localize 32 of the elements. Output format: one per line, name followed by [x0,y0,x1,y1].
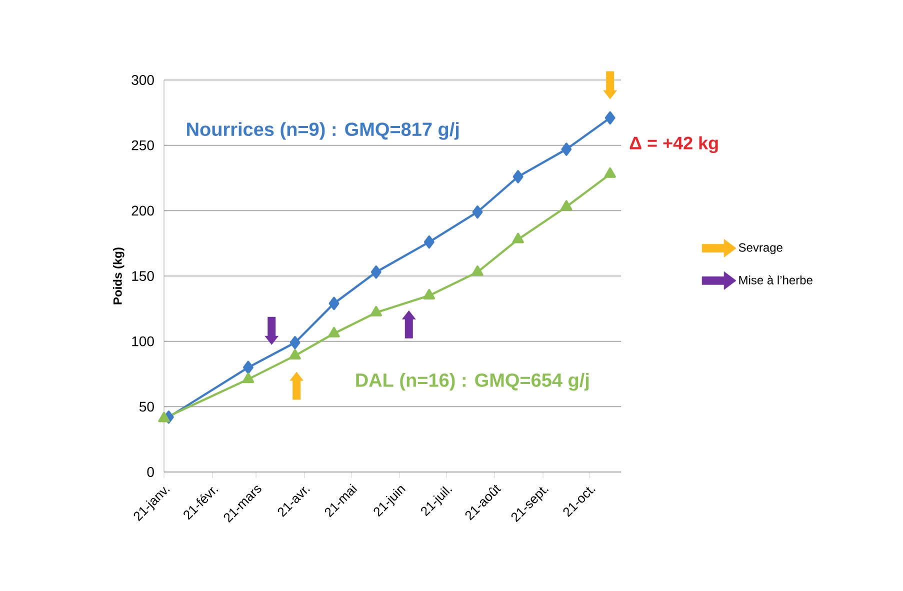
y-tick-label: 250 [132,140,154,150]
text: Nourrices (n=9) : GMQ=817 g/j [187,122,459,140]
point [290,336,300,350]
point [424,235,434,249]
point [604,167,616,178]
point [560,200,572,211]
y-tick-label: 200 [132,206,154,216]
point [472,265,484,276]
text: Δ = +42 kg [630,136,718,154]
legend-label: Mise à l’herbe [739,275,812,284]
y-tick-label: 150 [132,271,154,281]
point [472,205,483,219]
y-tick-label: 0 [147,467,154,477]
text: DAL (n=16) : GMQ=654 g/j [356,372,589,391]
point [289,349,301,360]
point [604,111,616,124]
point [243,360,254,374]
point [370,306,382,316]
point [328,296,340,310]
point [328,326,340,338]
y-tick-label: 50 [139,402,154,412]
point [242,372,254,384]
legend-label: Sevrage [738,243,782,254]
point [370,265,382,279]
point [158,412,170,422]
point [423,289,436,300]
y-axis-title: Poids (kg) [113,248,124,304]
y-tick-label: 300 [132,75,154,85]
y-tick-label: 100 [132,336,154,346]
point [512,232,524,244]
point [512,170,524,184]
point [561,142,572,156]
